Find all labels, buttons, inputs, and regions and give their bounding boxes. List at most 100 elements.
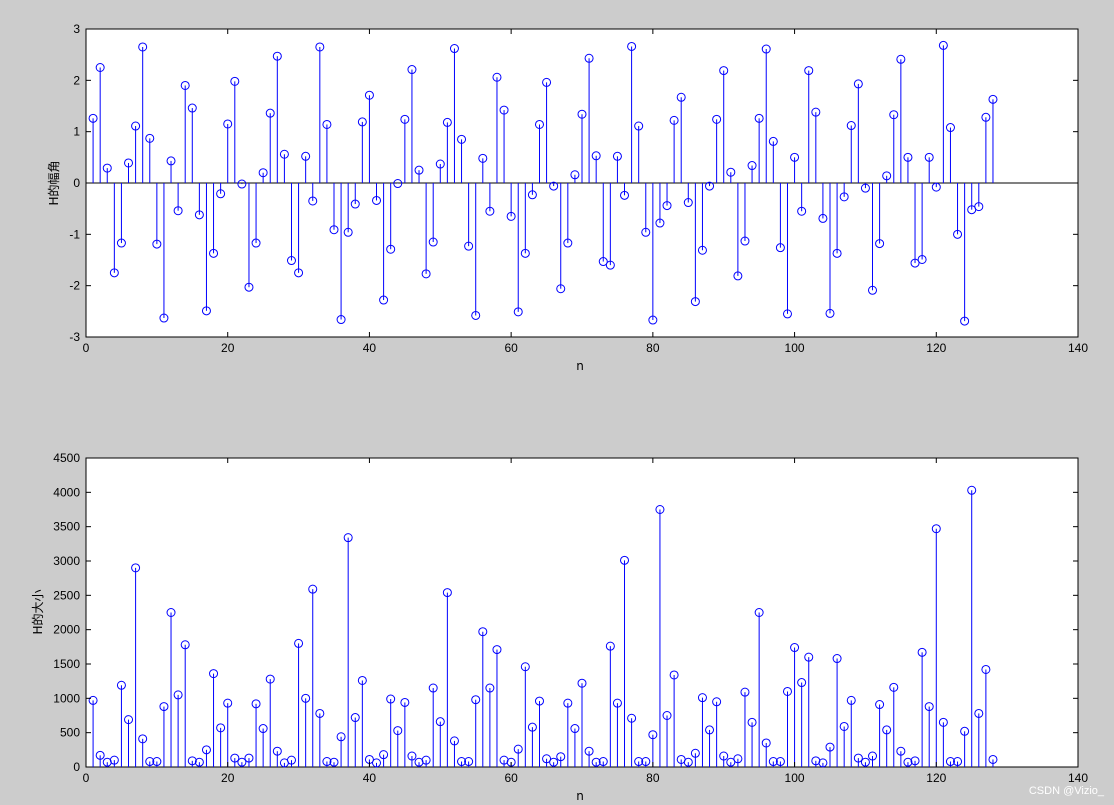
magnitude-stem-marker	[350, 713, 360, 723]
magnitude-stem-marker	[577, 678, 587, 688]
magnitude-stem-marker	[209, 669, 219, 679]
phase-y-tick-label: 1	[73, 125, 80, 139]
magnitude-stem-marker	[152, 757, 162, 767]
magnitude-stem-marker	[868, 751, 878, 761]
phase-stem-marker	[811, 107, 821, 117]
magnitude-y-tick-label: 1000	[53, 691, 80, 705]
phase-stem-marker	[527, 190, 537, 200]
magnitude-stem-marker	[839, 721, 849, 731]
magnitude-x-tick-label: 20	[221, 771, 235, 785]
magnitude-y-tick-label: 4000	[53, 485, 80, 499]
phase-stem-marker	[109, 268, 119, 278]
magnitude-stem-marker	[974, 708, 984, 718]
phase-stem-marker	[372, 195, 382, 205]
magnitude-stem-marker	[322, 757, 332, 767]
phase-stem-marker	[258, 168, 268, 178]
magnitude-stem-marker	[315, 708, 325, 718]
phase-stem-marker	[740, 236, 750, 246]
phase-stem-marker	[868, 285, 878, 295]
magnitude-stem-marker	[705, 725, 715, 735]
magnitude-stem-marker	[372, 758, 382, 768]
magnitude-stems	[88, 485, 998, 768]
magnitude-stem-marker	[882, 725, 892, 735]
magnitude-stem-marker	[457, 757, 467, 767]
phase-stem-marker	[931, 182, 941, 192]
magnitude-x-tick-label: 60	[504, 771, 518, 785]
magnitude-stem-marker	[754, 608, 764, 617]
phase-stem-marker	[875, 239, 885, 249]
phase-stem-marker	[974, 202, 984, 212]
phase-stem-marker	[116, 238, 126, 248]
phase-stem-marker	[945, 123, 955, 133]
phase-stem-marker	[286, 256, 296, 266]
magnitude-stem-marker	[669, 670, 679, 680]
magnitude-stem-marker	[938, 717, 948, 727]
phase-stem-marker	[102, 163, 112, 173]
phase-stem-marker	[584, 53, 594, 63]
phase-stem-marker	[124, 158, 134, 168]
magnitude-stem-marker	[988, 754, 998, 764]
phase-stem-marker	[131, 121, 141, 131]
magnitude-stem-marker	[336, 732, 346, 742]
phase-stem-marker	[449, 44, 459, 54]
magnitude-stem-marker	[612, 698, 622, 708]
phase-x-tick-label: 0	[83, 341, 90, 355]
phase-stem-marker	[577, 109, 587, 119]
magnitude-stem-marker	[464, 757, 474, 767]
magnitude-y-tick-label: 500	[60, 726, 80, 740]
phase-stem-marker	[194, 210, 204, 220]
phase-stem-marker	[138, 42, 148, 52]
phase-stem-marker	[187, 103, 197, 113]
phase-stem-marker	[265, 108, 275, 118]
phase-y-axis-label: H的幅角	[46, 160, 61, 205]
phase-stem-marker	[917, 254, 927, 264]
magnitude-stem-marker	[201, 745, 211, 755]
phase-x-tick-label: 80	[646, 341, 660, 355]
magnitude-stem-marker	[712, 697, 722, 707]
phase-stem-marker	[223, 119, 233, 129]
phase-stem-marker	[471, 310, 481, 320]
phase-stem-marker	[549, 181, 559, 191]
phase-stem-marker	[485, 206, 495, 216]
phase-stem-marker	[712, 114, 722, 124]
magnitude-stem-marker	[768, 757, 778, 767]
phase-stem-marker	[393, 179, 403, 189]
phase-y-tick-label: 2	[73, 73, 80, 87]
phase-stem-marker	[634, 121, 644, 131]
magnitude-stem-marker	[308, 584, 318, 594]
phase-x-tick-label: 100	[785, 341, 805, 355]
phase-stem-marker	[428, 237, 438, 247]
phase-stems	[86, 40, 1078, 326]
magnitude-stem-marker	[889, 682, 899, 692]
phase-stem-marker	[591, 151, 601, 161]
magnitude-stem-marker	[520, 662, 530, 672]
magnitude-stem-marker	[216, 723, 226, 733]
phase-stem-marker	[173, 206, 183, 216]
magnitude-stem-marker	[386, 694, 396, 704]
magnitude-stem-marker	[159, 702, 169, 712]
magnitude-stem-marker	[797, 678, 807, 688]
phase-stem-marker	[761, 44, 771, 54]
magnitude-stem-marker	[605, 641, 615, 651]
phase-stem-marker	[790, 152, 800, 162]
magnitude-x-axis-label: n	[576, 789, 584, 803]
magnitude-stem-marker	[393, 726, 403, 736]
magnitude-stem-marker	[95, 750, 105, 760]
phase-stem-marker	[612, 151, 622, 161]
phase-stem-marker	[364, 90, 374, 100]
magnitude-stem-marker	[286, 755, 296, 765]
magnitude-stem-marker	[258, 724, 268, 734]
magnitude-y-tick-label: 2500	[53, 588, 80, 602]
magnitude-stem-marker	[953, 757, 963, 767]
phase-stem-marker	[556, 284, 566, 294]
magnitude-stem-marker	[804, 652, 814, 662]
phase-y-tick-label: 3	[73, 22, 80, 36]
phase-stem-marker	[513, 307, 523, 317]
magnitude-stem-marker	[903, 757, 913, 767]
phase-stem-marker	[343, 227, 353, 237]
phase-stem-marker	[988, 94, 998, 104]
magnitude-stem-marker	[407, 751, 417, 761]
phase-stem-marker	[251, 238, 261, 248]
phase-stem-marker	[726, 167, 736, 177]
phase-stem-marker	[697, 245, 707, 255]
